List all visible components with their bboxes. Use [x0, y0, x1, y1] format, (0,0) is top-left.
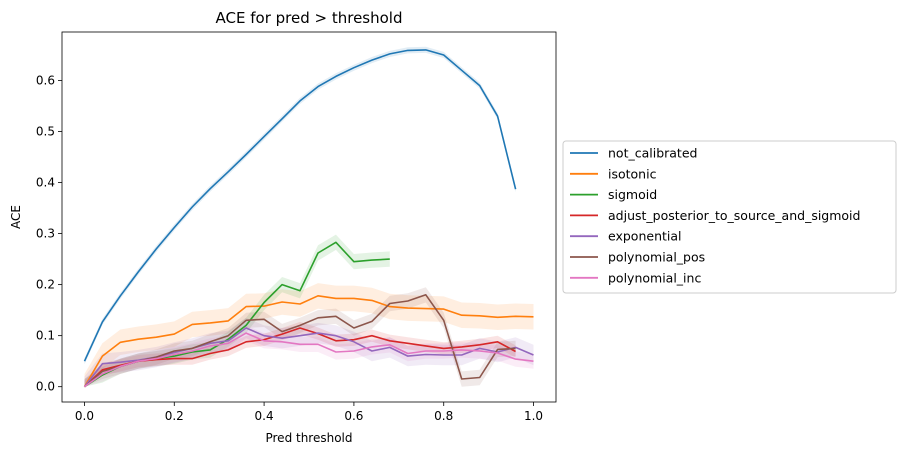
- line-not_calibrated: [83, 49, 517, 362]
- y-axis-label: ACE: [9, 205, 23, 229]
- y-tick-label: 0.5: [36, 125, 55, 139]
- legend-label-exponential: exponential: [608, 229, 682, 244]
- x-tick-label: 0.6: [344, 409, 363, 423]
- x-tick-label: 0.0: [75, 409, 94, 423]
- y-tick-label: 0.2: [36, 278, 55, 292]
- y-tick-label: 0.1: [36, 329, 55, 343]
- legend: not_calibrated isotonic sigmoid adjust_post…: [562, 140, 897, 294]
- x-tick-label: 0.8: [434, 409, 453, 423]
- x-tick-label: 0.2: [165, 409, 184, 423]
- series-lines: [83, 49, 534, 388]
- line-polynomial_inc: [84, 332, 534, 388]
- y-tick-label: 0.0: [36, 380, 55, 394]
- legend-label-polynomial_pos: polynomial_pos: [608, 250, 705, 265]
- x-axis-label: Pred threshold: [265, 431, 352, 445]
- line-adjust_posterior_to_source_and_sigmoid: [83, 327, 516, 388]
- legend-label-isotonic: isotonic: [608, 166, 657, 181]
- x-axis: 0.0 0.2 0.4 0.6 0.8 1.0: [75, 402, 543, 423]
- chart-title: ACE for pred > threshold: [216, 9, 403, 27]
- band-adjust_posterior_to_source_and_sigmoid: [84, 321, 516, 387]
- y-axis: 0.0 0.1 0.2 0.3 0.4 0.5 0.6: [36, 73, 62, 394]
- legend-label-adjust_posterior_to_source_and_sigmoid: adjust_posterior_to_source_and_sigmoid: [608, 208, 860, 223]
- line-isotonic: [83, 294, 534, 388]
- legend-label-not_calibrated: not_calibrated: [608, 146, 697, 161]
- y-tick-label: 0.3: [36, 227, 55, 241]
- band-polynomial_pos: [84, 287, 516, 387]
- plot-frame: [61, 31, 557, 403]
- x-tick-label: 0.4: [255, 409, 274, 423]
- band-sigmoid: [84, 234, 390, 387]
- line-polynomial_pos: [83, 293, 516, 388]
- legend-box: [562, 140, 897, 294]
- legend-label-polynomial_inc: polynomial_inc: [608, 270, 701, 285]
- x-tick-label: 1.0: [524, 409, 543, 423]
- y-tick-label: 0.4: [36, 176, 55, 190]
- y-tick-label: 0.6: [36, 73, 55, 87]
- legend-label-sigmoid: sigmoid: [608, 187, 657, 202]
- confidence-bands: [84, 46, 534, 387]
